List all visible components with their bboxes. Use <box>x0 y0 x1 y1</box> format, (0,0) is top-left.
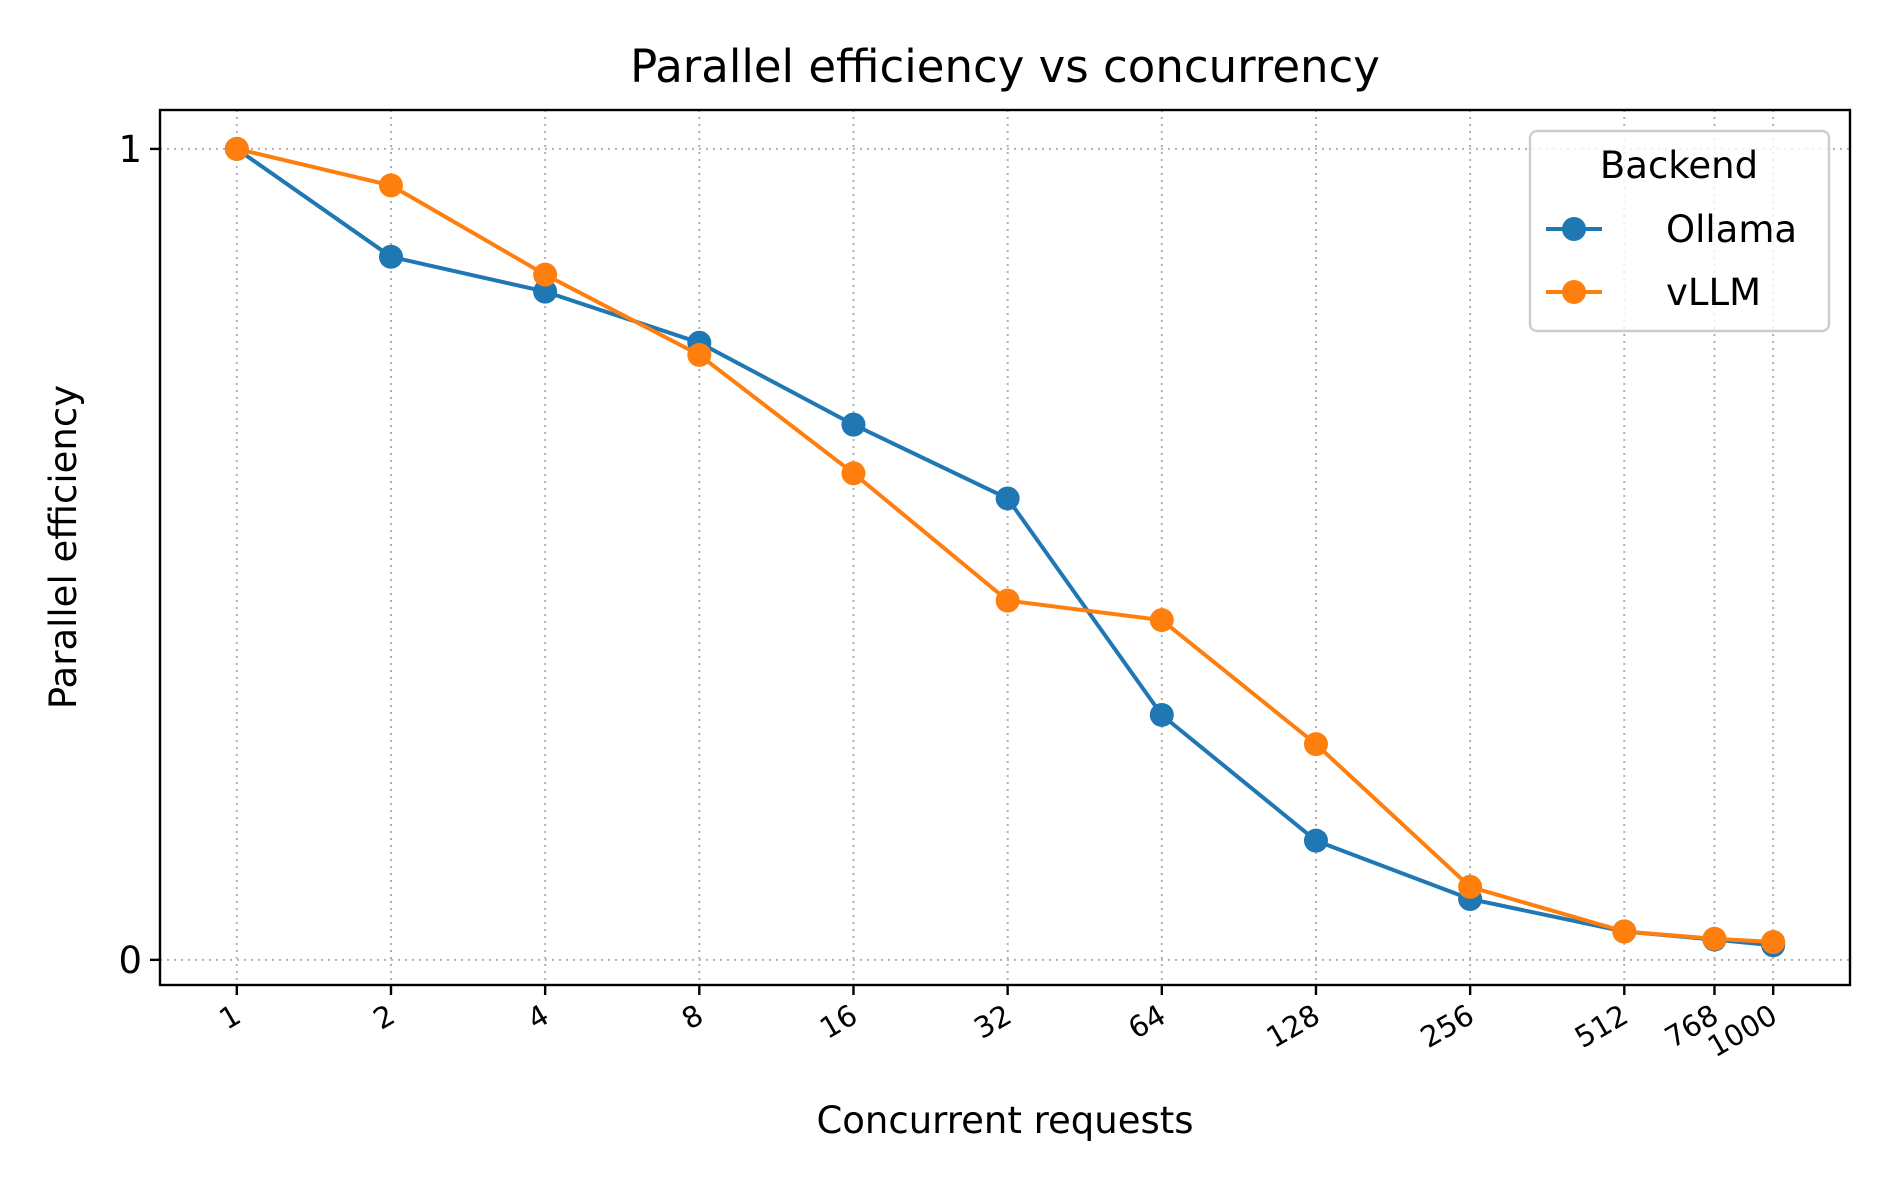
data-point-vllm <box>841 461 866 486</box>
data-point-vllm <box>378 173 403 198</box>
data-point-ollama <box>841 412 866 437</box>
data-point-vllm <box>224 136 249 161</box>
legend-ollama-marker <box>1562 217 1586 241</box>
series-line-vllm <box>236 146 1774 944</box>
data-point-vllm <box>1702 926 1727 951</box>
chart-title: Parallel efficiency vs concurrency <box>630 40 1380 93</box>
y-tick-label: 1 <box>118 128 142 171</box>
legend-ollama-label: Ollama <box>1666 208 1797 251</box>
data-point-vllm <box>1458 874 1483 899</box>
data-point-ollama <box>1303 828 1328 853</box>
data-point-ollama <box>995 486 1020 511</box>
series-layer <box>224 136 1786 958</box>
data-point-vllm <box>1761 930 1786 955</box>
data-point-vllm <box>1303 732 1328 757</box>
data-point-vllm <box>1612 919 1637 944</box>
data-point-ollama <box>533 279 558 304</box>
legend-vllm-marker <box>1562 280 1586 304</box>
data-point-vllm <box>687 342 712 367</box>
legend-vllm-label: vLLM <box>1666 271 1761 314</box>
legend-title: Backend <box>1600 144 1758 187</box>
plot-frame <box>158 108 1852 987</box>
data-point-vllm <box>995 588 1020 613</box>
data-point-vllm <box>1149 608 1174 633</box>
data-point-ollama <box>1149 702 1174 727</box>
x-axis-label: Concurrent requests <box>816 1099 1193 1142</box>
y-tick-label: 0 <box>118 939 142 982</box>
legend-box <box>1528 129 1831 333</box>
legend: Backend Ollama vLLM <box>1528 129 1831 333</box>
data-point-ollama <box>378 244 403 269</box>
data-point-vllm <box>533 262 558 287</box>
y-axis-label: Parallel efficiency <box>42 385 85 709</box>
